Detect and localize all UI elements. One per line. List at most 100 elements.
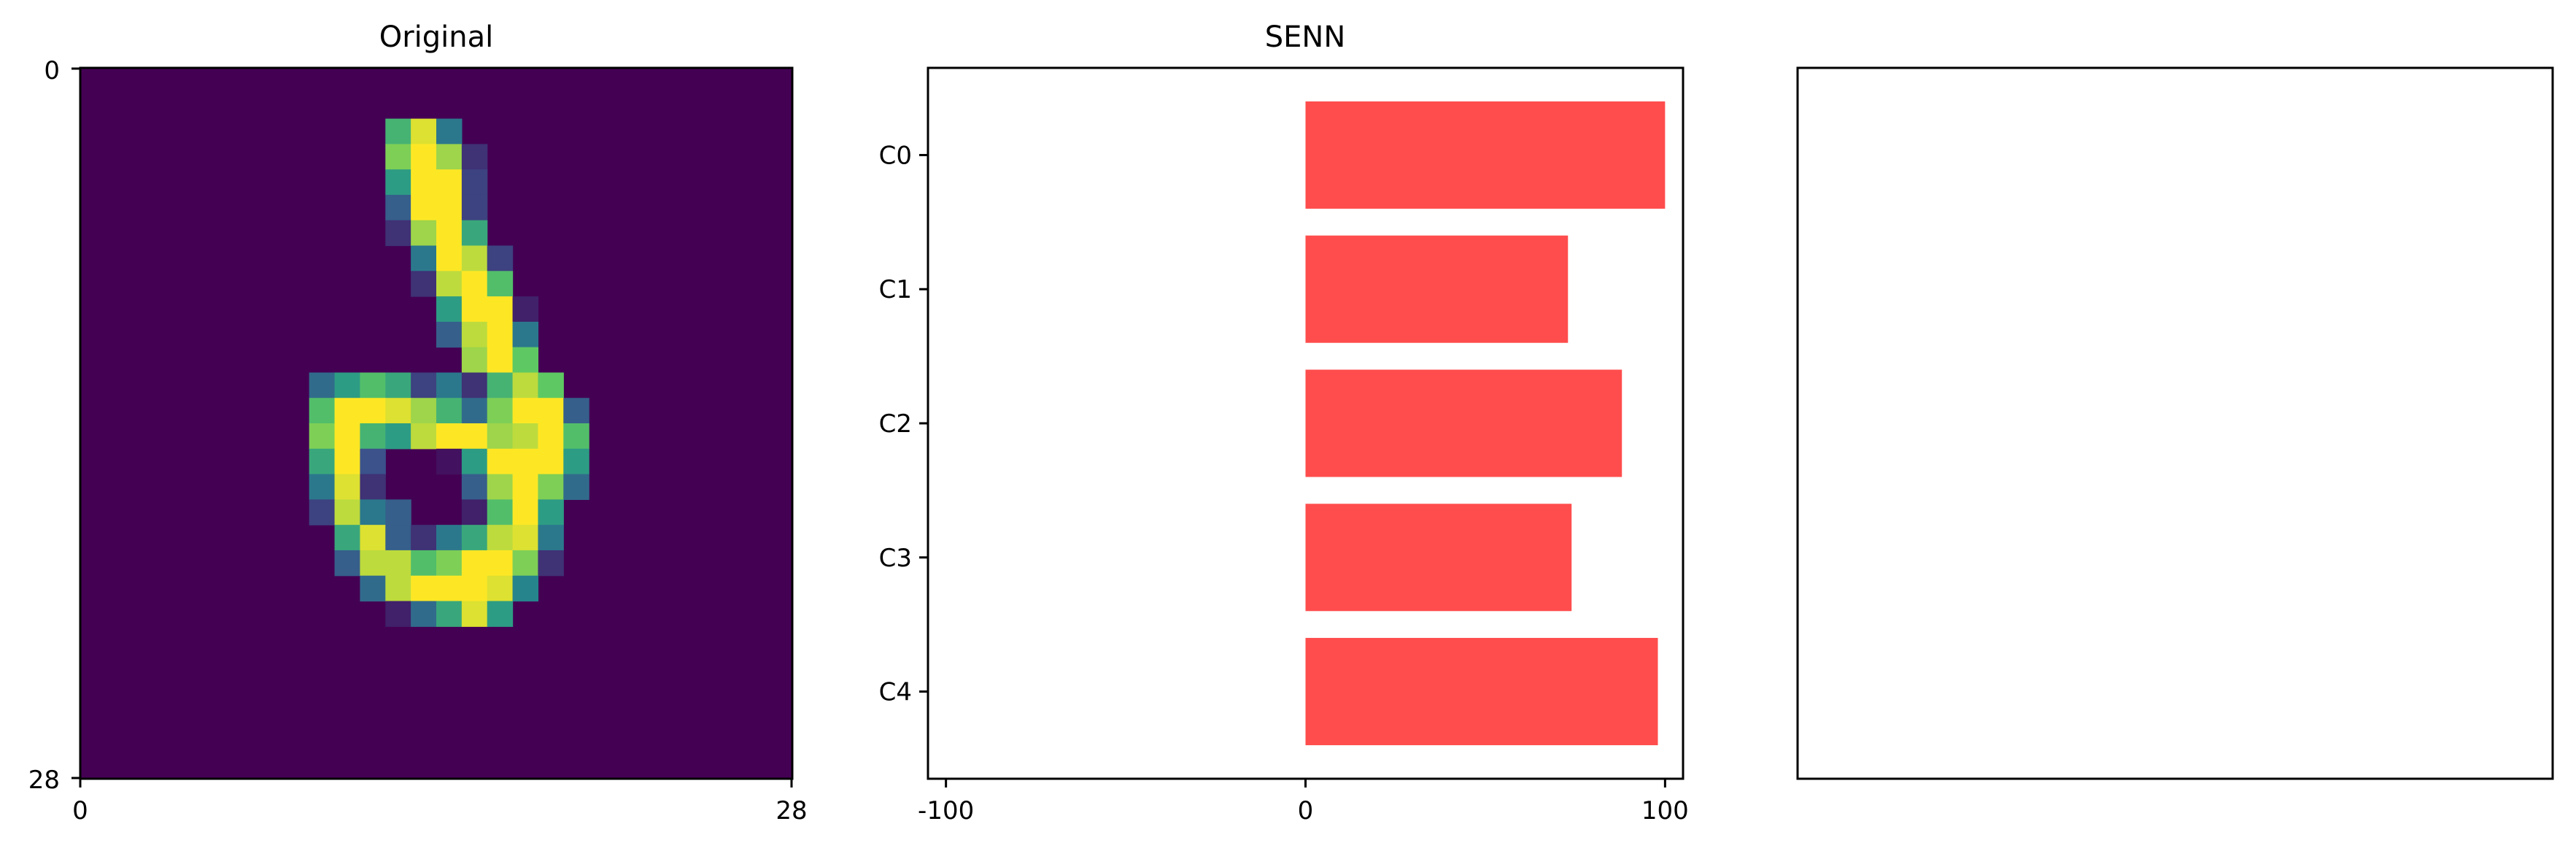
pixel-cell xyxy=(334,499,361,525)
pixel-cell xyxy=(385,144,411,170)
bar-c3 xyxy=(1305,504,1572,612)
pixel-cell xyxy=(436,245,463,272)
original-title: Original xyxy=(379,20,494,54)
pixel-cell xyxy=(512,474,539,500)
pixel-cell xyxy=(461,296,488,323)
category-label-c2: C2 xyxy=(879,409,912,439)
pixel-cell xyxy=(436,575,463,602)
pixel-cell xyxy=(436,321,463,348)
pixel-cell xyxy=(385,423,411,450)
original-xtick-label-left: 0 xyxy=(72,796,88,825)
pixel-cell xyxy=(385,118,411,145)
pixel-cell xyxy=(411,144,437,170)
pixel-cell xyxy=(436,525,463,551)
pixel-cell xyxy=(563,448,589,475)
pixel-cell xyxy=(360,474,386,500)
pixel-cell xyxy=(334,474,361,500)
senn-x-ticks: -100 0 100 xyxy=(918,779,1689,825)
pixel-cell xyxy=(411,423,437,450)
pixel-cell xyxy=(487,372,514,398)
pixel-cell xyxy=(512,525,539,551)
pixel-cell xyxy=(461,601,488,627)
pixel-cell xyxy=(461,347,488,374)
pixel-cell xyxy=(360,398,386,424)
pixel-cell xyxy=(411,601,437,627)
empty-axes-frame xyxy=(1796,66,2554,780)
bar-c0 xyxy=(1305,101,1666,209)
pixel-cell xyxy=(538,474,564,500)
senn-axes-frame xyxy=(927,66,1685,780)
pixel-cell xyxy=(461,448,488,475)
pixel-cell xyxy=(385,194,411,221)
pixel-cell xyxy=(538,423,564,450)
pixel-cell xyxy=(512,372,539,398)
pixel-cell xyxy=(436,296,463,323)
pixel-cell xyxy=(487,296,514,323)
pixel-cell xyxy=(334,398,361,424)
pixel-cell xyxy=(411,550,437,577)
original-pixel-grid xyxy=(80,68,792,779)
pixel-cell xyxy=(461,575,488,602)
pixel-cell xyxy=(360,525,386,551)
pixel-cell xyxy=(461,245,488,272)
pixel-cell xyxy=(436,601,463,627)
pixel-cell xyxy=(487,575,514,602)
pixel-cell xyxy=(436,118,463,145)
pixel-cell xyxy=(309,372,336,398)
pixel-cell xyxy=(411,525,437,551)
pixel-cell xyxy=(360,423,386,450)
pixel-cell xyxy=(512,423,539,450)
pixel-cell xyxy=(411,372,437,398)
pixel-cell xyxy=(411,245,437,272)
pixel-cell xyxy=(512,550,539,577)
pixel-cell xyxy=(385,601,411,627)
pixel-cell xyxy=(487,321,514,348)
pixel-cell xyxy=(411,118,437,145)
pixel-cell xyxy=(385,372,411,398)
pixel-cell xyxy=(563,423,589,450)
pixel-cell xyxy=(487,601,514,627)
empty-panel xyxy=(1796,66,2554,780)
pixel-cell xyxy=(385,550,411,577)
pixel-cell xyxy=(309,499,336,525)
pixel-cell xyxy=(461,550,488,577)
senn-panel: SENN C0 C1 C2 C3 C4 -100 0 100 xyxy=(879,20,1689,825)
pixel-cell xyxy=(461,499,488,525)
pixel-cell xyxy=(360,499,386,525)
senn-bars xyxy=(1305,101,1666,746)
pixel-cell xyxy=(360,372,386,398)
pixel-cell xyxy=(411,575,437,602)
pixel-cell xyxy=(538,372,564,398)
original-ytick-label-bottom: 28 xyxy=(28,766,60,795)
pixel-cell xyxy=(512,575,539,602)
pixel-cell xyxy=(360,550,386,577)
pixel-cell xyxy=(436,448,463,475)
pixel-cell xyxy=(461,372,488,398)
pixel-cell xyxy=(461,144,488,170)
pixel-cell xyxy=(461,398,488,424)
pixel-cell xyxy=(487,550,514,577)
pixel-cell xyxy=(461,321,488,348)
pixel-cell xyxy=(512,321,539,348)
pixel-cell xyxy=(334,525,361,551)
pixel-cell xyxy=(385,220,411,247)
pixel-cell xyxy=(487,499,514,525)
pixel-cell xyxy=(309,423,336,450)
pixel-cell xyxy=(436,423,463,450)
pixel-cell xyxy=(411,169,437,196)
original-axes-frame xyxy=(79,66,794,780)
pixel-cell xyxy=(461,194,488,221)
pixel-cell xyxy=(334,448,361,475)
pixel-cell xyxy=(487,448,514,475)
pixel-cell xyxy=(309,448,336,475)
category-label-c4: C4 xyxy=(879,678,912,707)
original-xtick-label-right: 28 xyxy=(775,796,807,825)
pixel-cell xyxy=(487,398,514,424)
pixel-cell xyxy=(461,169,488,196)
pixel-cell xyxy=(411,398,437,424)
category-label-c1: C1 xyxy=(879,275,912,304)
xtick-label: 100 xyxy=(1641,796,1689,825)
pixel-cell xyxy=(360,448,386,475)
pixel-cell xyxy=(411,194,437,221)
